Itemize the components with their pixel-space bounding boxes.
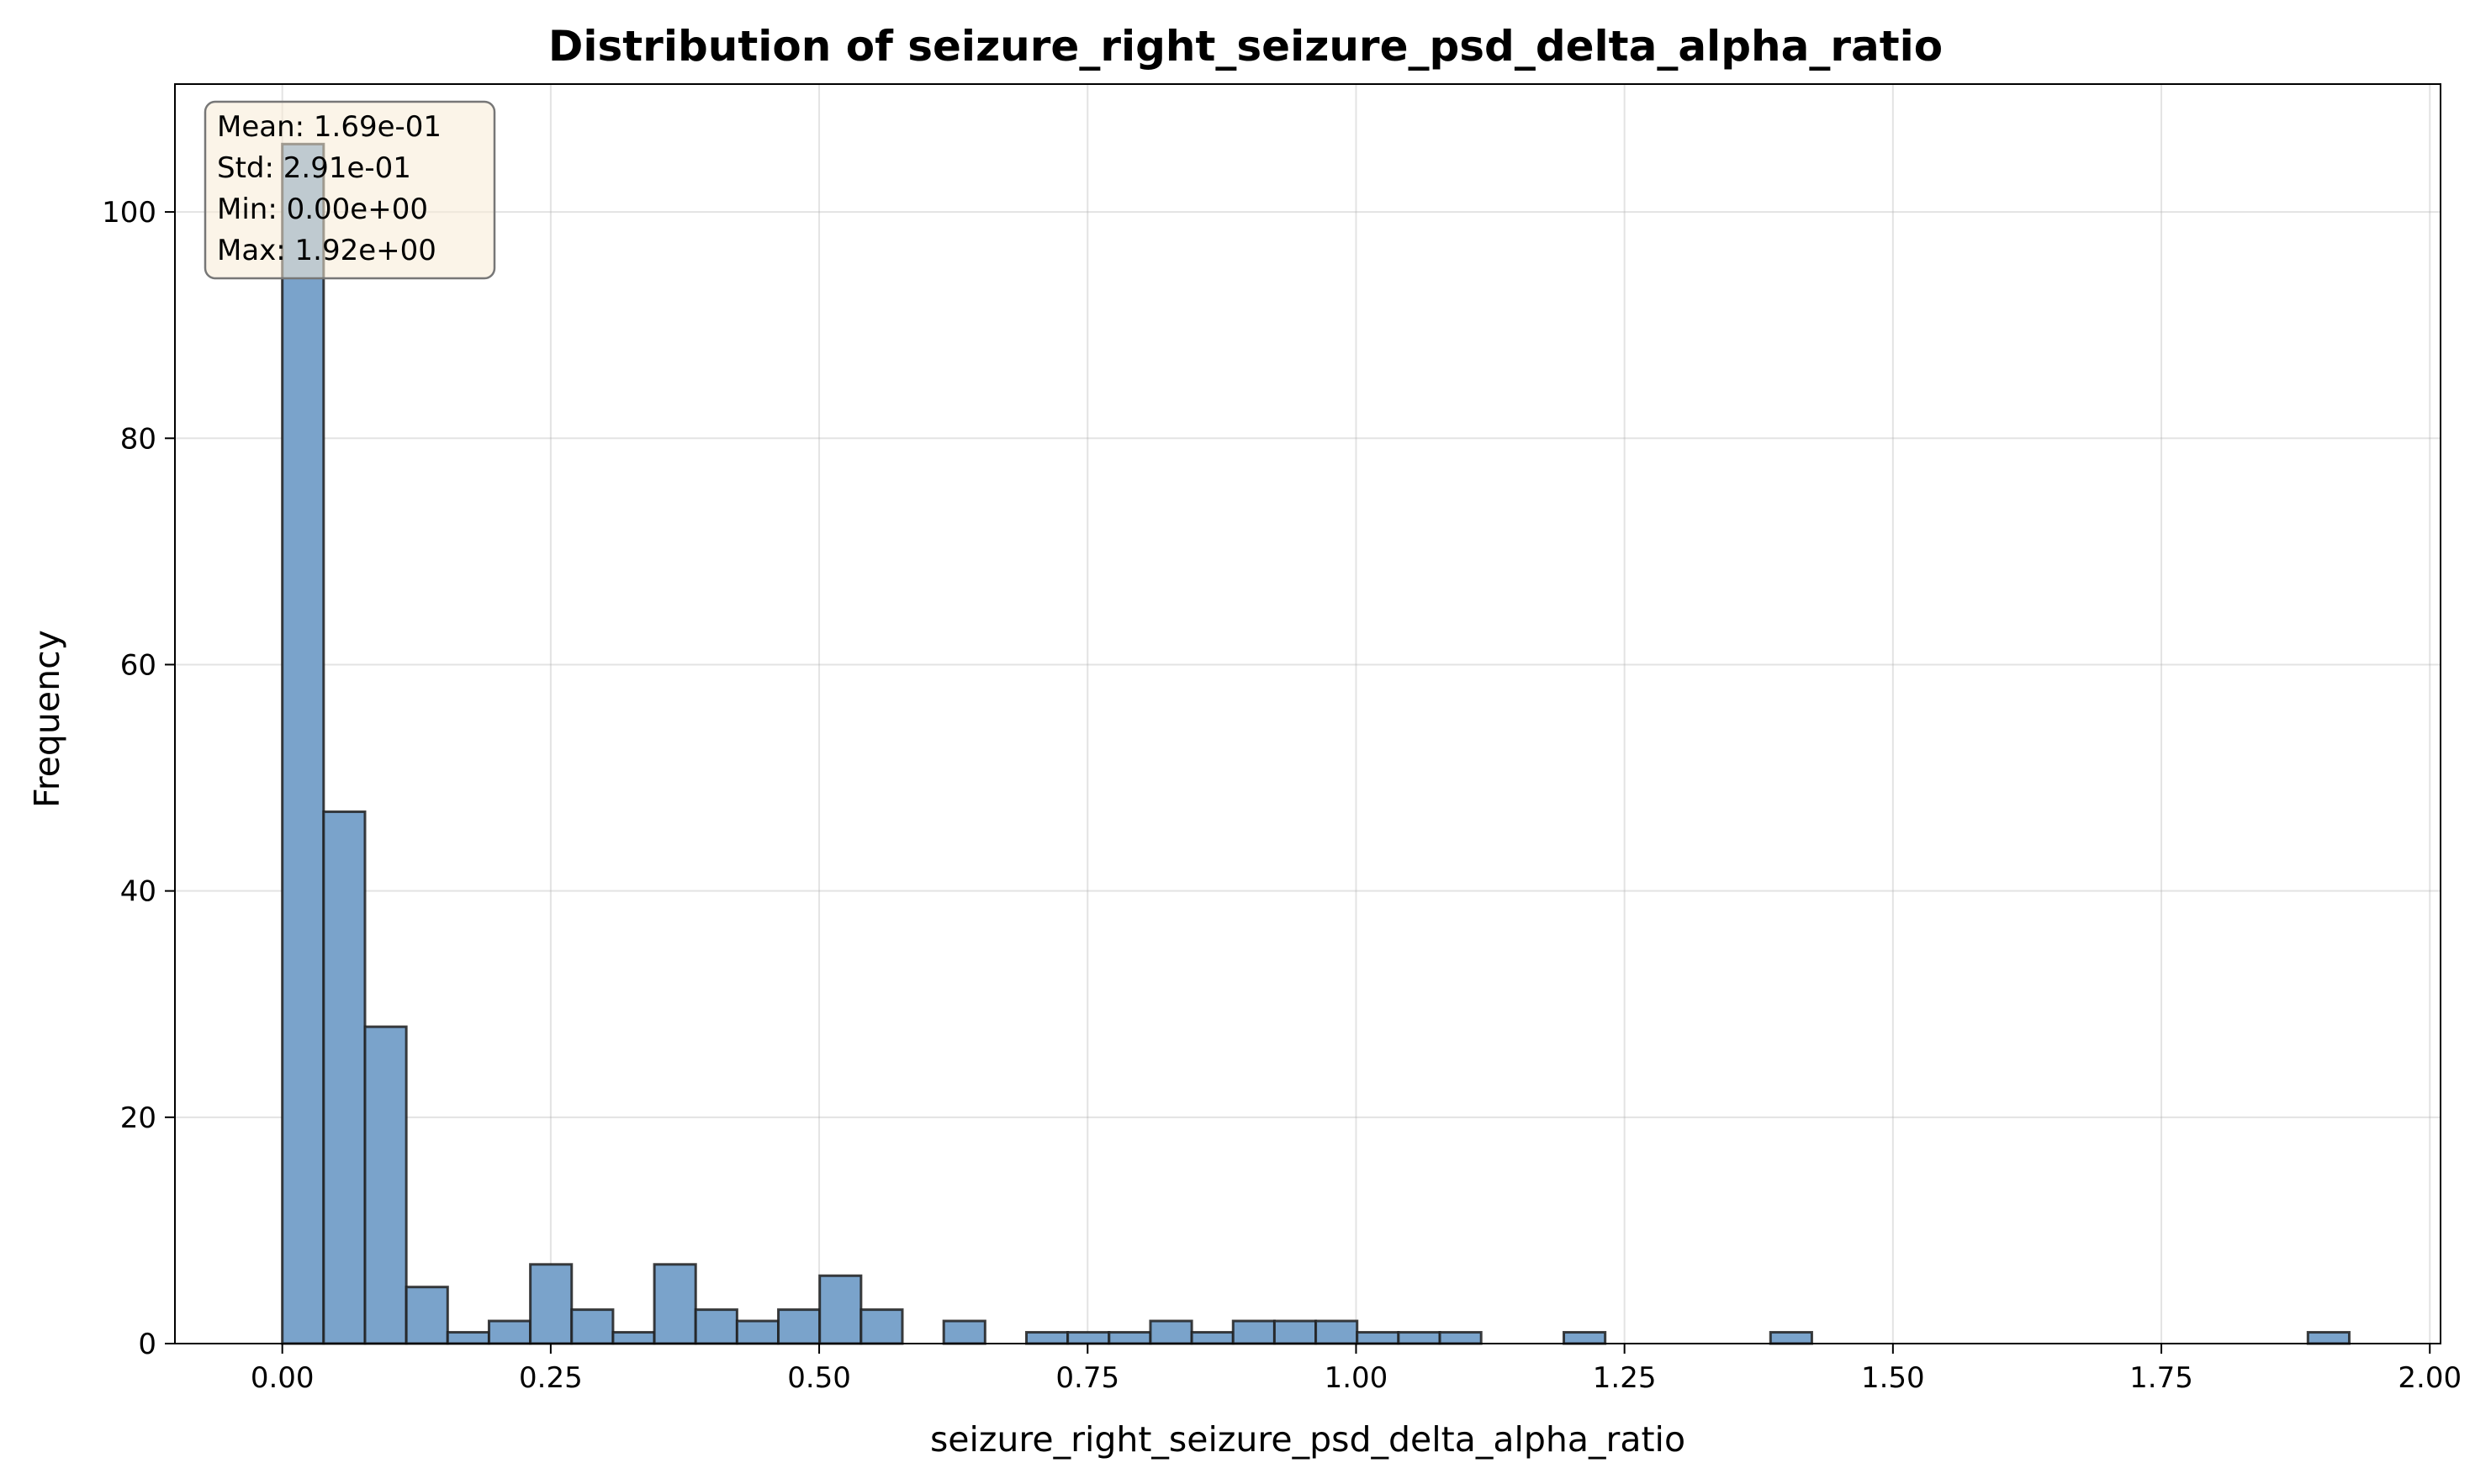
histogram-bar <box>1563 1331 1607 1345</box>
histogram-bar <box>1272 1319 1318 1345</box>
histogram-bar <box>1769 1331 1813 1345</box>
histogram-bar <box>1190 1331 1235 1345</box>
y-axis-label: Frequency <box>27 630 67 808</box>
histogram-bar <box>1024 1331 1070 1345</box>
x-tick-label: 0.25 <box>519 1361 583 1395</box>
x-axis-ticks: 0.00 0.25 0.50 0.75 1.00 1.25 1.50 1.75 2.00 <box>251 1344 2462 1395</box>
y-tick-label: 20 <box>120 1101 156 1135</box>
histogram-bar <box>281 142 325 1345</box>
histogram-bar <box>1356 1331 1400 1345</box>
histogram-bar <box>777 1308 822 1345</box>
x-tick-label: 0.75 <box>1055 1361 1119 1395</box>
histogram-bar <box>694 1308 738 1345</box>
stats-min: Min: 0.00e+00 <box>217 193 428 226</box>
stats-box: Mean: 1.69e-01 Std: 2.91e-01 Min: 0.00e+… <box>204 100 496 280</box>
stats-box-background <box>204 100 496 280</box>
x-tick-label: 0.00 <box>251 1361 315 1395</box>
y-axis-ticks: 0 20 40 60 80 100 <box>102 196 175 1361</box>
plot-frame <box>174 83 2441 1344</box>
y-tick-label: 80 <box>120 422 156 456</box>
histogram-bar <box>735 1319 780 1345</box>
x-axis-label: seizure_right_seizure_psd_delta_alpha_ra… <box>930 1419 1685 1460</box>
histogram-bar <box>405 1286 449 1345</box>
x-tick-label: 1.75 <box>2129 1361 2193 1395</box>
stats-mean: Mean: 1.69e-01 <box>217 110 442 144</box>
x-tick-label: 1.25 <box>1593 1361 1657 1395</box>
histogram-bar <box>1231 1319 1276 1345</box>
x-tick-label: 2.00 <box>2398 1361 2462 1395</box>
x-tick-label: 0.50 <box>787 1361 851 1395</box>
histogram-bar <box>818 1274 863 1345</box>
histogram-bar <box>363 1025 408 1345</box>
histogram-bar <box>1066 1331 1111 1345</box>
histogram-bar <box>942 1319 986 1345</box>
y-tick-label: 40 <box>120 875 156 909</box>
histogram-bar <box>1314 1319 1359 1345</box>
y-tick-label: 100 <box>102 196 156 230</box>
histogram-bar <box>570 1308 615 1345</box>
histogram-bar <box>529 1263 574 1345</box>
histogram-bar <box>1149 1319 1193 1345</box>
stats-std: Std: 2.91e-01 <box>217 151 411 185</box>
histogram-bar <box>1397 1331 1441 1345</box>
histogram-bar <box>2306 1331 2351 1345</box>
histogram-bar <box>653 1263 697 1345</box>
y-tick-label: 0 <box>138 1328 156 1361</box>
histogram-bar <box>859 1308 904 1345</box>
histogram-bar <box>322 810 367 1345</box>
histogram-bar <box>1108 1331 1152 1345</box>
histogram-bar <box>611 1331 656 1345</box>
chart-title: Distribution of seizure_right_seizure_ps… <box>548 22 1943 71</box>
histogram-bar <box>487 1319 532 1345</box>
x-tick-label: 1.50 <box>1861 1361 1925 1395</box>
histogram-bar <box>446 1331 490 1345</box>
y-tick-label: 60 <box>120 648 156 682</box>
x-tick-label: 1.00 <box>1325 1361 1388 1395</box>
stats-max: Max: 1.92e+00 <box>217 234 436 267</box>
histogram-bar <box>1438 1331 1483 1345</box>
